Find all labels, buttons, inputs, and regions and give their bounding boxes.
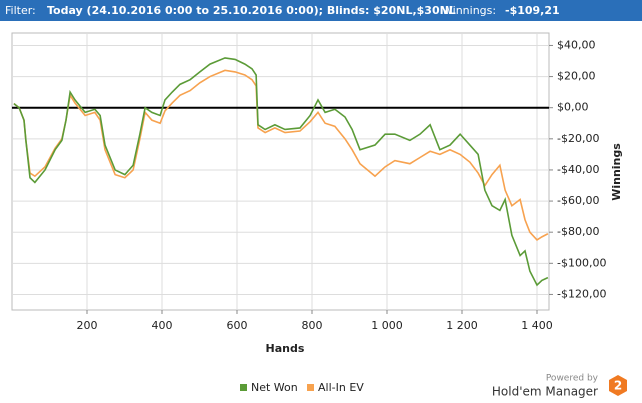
legend-label: All-In EV — [318, 381, 364, 394]
legend-swatch — [240, 384, 247, 391]
powered-by: Powered by — [546, 374, 599, 384]
winnings-label: Winnings: — [442, 4, 496, 17]
product-name: Hold'em Manager — [492, 385, 598, 399]
legend-label: Net Won — [251, 381, 298, 394]
header-bar — [0, 0, 642, 21]
x-tick-label: 600 — [227, 319, 248, 332]
filter-value: Today (24.10.2016 0:00 to 25.10.2016 0:0… — [47, 4, 456, 17]
y-tick-label: $40,00 — [557, 38, 596, 51]
logo — [609, 375, 627, 396]
y-tick-label: -$100,00 — [557, 256, 606, 269]
plot-area — [11, 32, 550, 311]
series-line — [13, 57, 549, 287]
y-axis-label: Winnings — [610, 143, 623, 201]
y-tick-label: -$120,00 — [557, 287, 606, 300]
x-tick-label: 1 000 — [371, 319, 403, 332]
y-tick-label: -$60,00 — [557, 194, 599, 207]
legend-swatch — [307, 384, 314, 391]
filter-label: Filter: — [5, 4, 36, 17]
x-tick-label: 1 400 — [521, 319, 553, 332]
x-tick-label: 1 200 — [446, 319, 478, 332]
logo-text: 2 — [614, 379, 622, 393]
y-tick-label: $20,00 — [557, 70, 596, 83]
x-axis-label: Hands — [266, 342, 305, 355]
winnings-value: -$109,21 — [505, 4, 560, 17]
x-tick-label: 400 — [152, 319, 173, 332]
x-tick-label: 200 — [77, 319, 98, 332]
y-tick-label: -$20,00 — [557, 132, 599, 145]
y-tick-label: $0,00 — [557, 101, 589, 114]
y-tick-label: -$40,00 — [557, 163, 599, 176]
y-tick-label: -$80,00 — [557, 225, 599, 238]
x-tick-label: 800 — [302, 319, 323, 332]
